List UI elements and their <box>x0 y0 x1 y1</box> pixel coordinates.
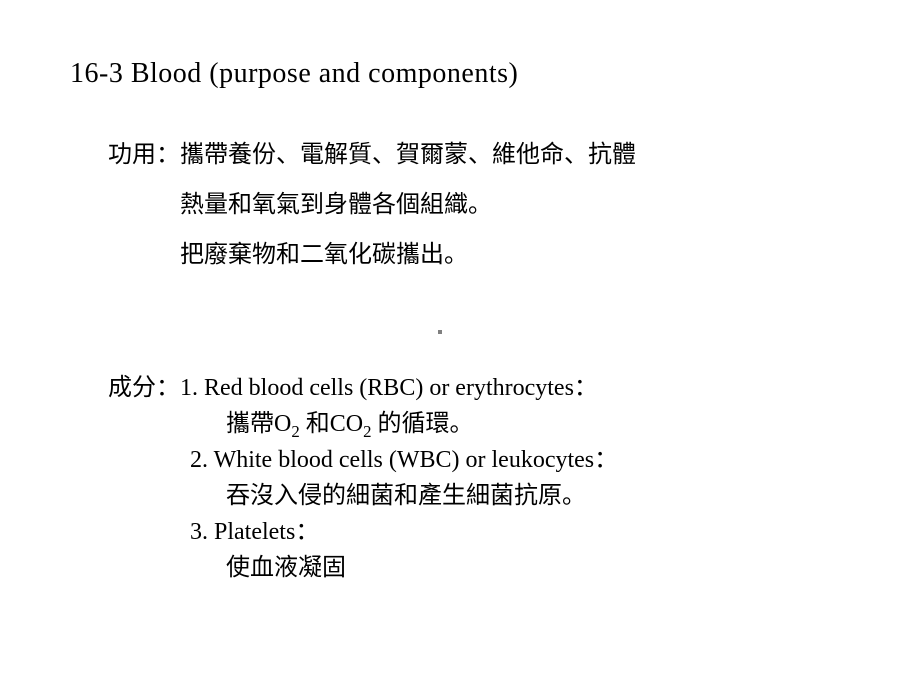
slide-title: 16-3 Blood (purpose and components) <box>70 58 518 90</box>
component-item-2: 2. White blood cells (WBC) or leukocytes… <box>190 442 618 478</box>
component-1-desc-mid: 和CO <box>300 411 363 437</box>
component-1-desc-post: 的循環。 <box>371 411 473 437</box>
components-section: 成分：1. Red blood cells (RBC) or erythrocy… <box>108 370 618 586</box>
center-dot-icon <box>438 330 442 334</box>
component-item-1: 成分：1. Red blood cells (RBC) or erythrocy… <box>108 370 618 406</box>
component-2-desc: 吞沒入侵的細菌和產生細菌抗原。 <box>226 478 618 514</box>
slide-page: 16-3 Blood (purpose and components) 功用：攜… <box>0 0 920 690</box>
purpose-text-1: 攜帶養份、電解質、賀爾蒙、維他命、抗體 <box>180 142 636 168</box>
purpose-line-1: 功用：攜帶養份、電解質、賀爾蒙、維他命、抗體 <box>108 130 636 180</box>
purpose-label: 功用： <box>108 142 180 168</box>
component-1-title: 1. Red blood cells (RBC) or erythrocytes… <box>180 375 598 401</box>
component-1-desc-pre: 攜帶O <box>226 411 291 437</box>
components-label: 成分： <box>108 375 180 401</box>
purpose-line-3: 把廢棄物和二氧化碳攜出。 <box>180 230 636 280</box>
component-3-desc: 使血液凝固 <box>226 550 618 586</box>
component-1-desc: 攜帶O2 和CO2 的循環。 <box>226 406 618 442</box>
component-item-3: 3. Platelets： <box>190 514 618 550</box>
purpose-line-2: 熱量和氧氣到身體各個組織。 <box>180 180 636 230</box>
component-1-sub-1: 2 <box>291 422 299 441</box>
purpose-section: 功用：攜帶養份、電解質、賀爾蒙、維他命、抗體 熱量和氧氣到身體各個組織。 把廢棄… <box>108 130 636 280</box>
